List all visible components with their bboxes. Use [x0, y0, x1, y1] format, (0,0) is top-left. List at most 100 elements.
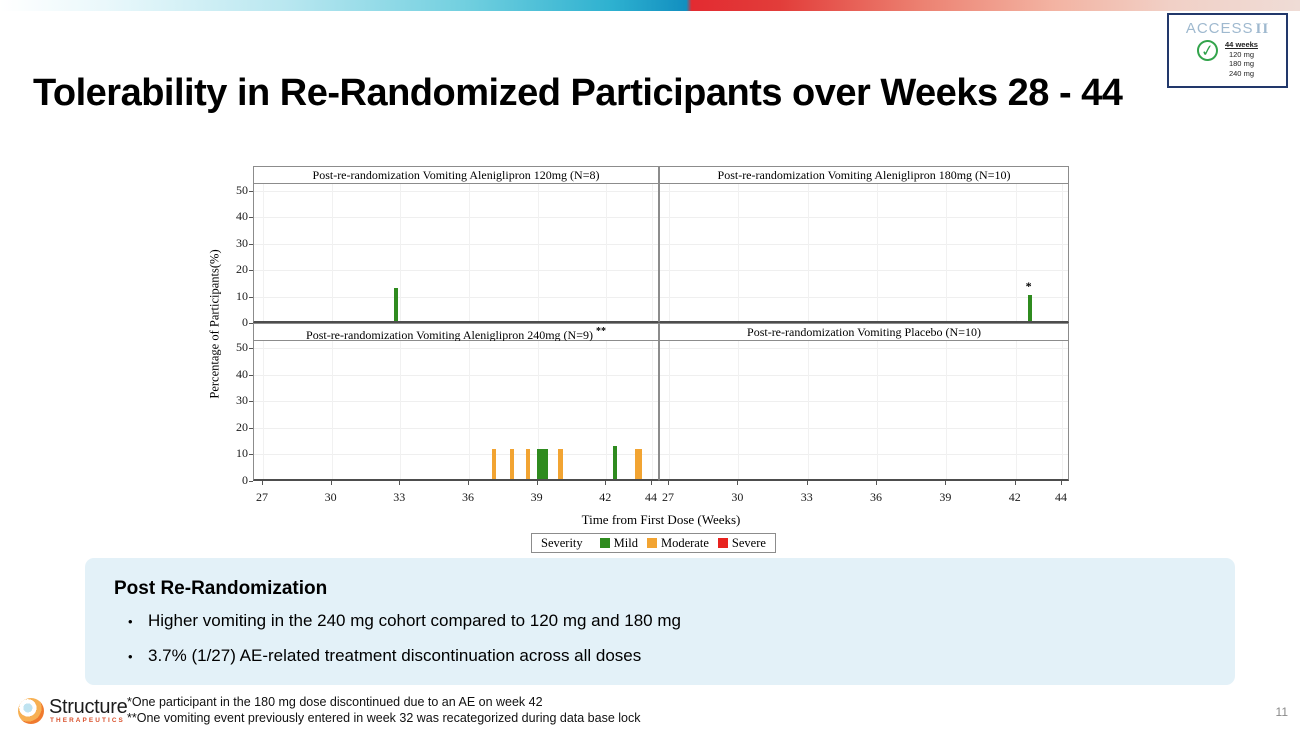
x-tick-mark	[262, 481, 263, 485]
bar-mild	[393, 288, 398, 321]
badge-dose-240: 240 mg	[1228, 68, 1254, 78]
h-gridline	[254, 427, 658, 429]
x-tick-label: 33	[393, 490, 406, 504]
legend-entry-moderate: Moderate	[646, 535, 709, 551]
v-gridline	[400, 341, 402, 479]
badge-dose-180: 180 mg	[1228, 59, 1254, 68]
asterisk-annotation: *	[1025, 278, 1032, 293]
x-tick-mark	[399, 481, 401, 485]
x-tick-label: 36	[870, 490, 883, 504]
panel-title: Post-re-randomization Vomiting Aleniglip…	[659, 166, 1069, 184]
callout-bullet-1-text: Higher vomiting in the 240 mg cohort com…	[148, 611, 681, 630]
bar-mild	[1027, 294, 1032, 321]
v-gridline	[537, 341, 539, 479]
access-roman-numeral: II	[1255, 21, 1270, 37]
h-gridline	[254, 270, 658, 272]
v-gridline	[537, 184, 539, 321]
h-gridline	[254, 217, 658, 219]
v-gridline	[468, 341, 470, 479]
y-tick-label: 20	[236, 419, 248, 434]
v-gridline	[652, 184, 653, 321]
v-gridline	[1062, 184, 1063, 321]
legend-entry-label: Severe	[731, 535, 766, 550]
bar-moderate	[634, 449, 642, 479]
bar-moderate	[558, 449, 563, 479]
callout-bullet-2: • 3.7% (1/27) AE-related treatment disco…	[128, 646, 641, 668]
x-tick-mark	[945, 481, 947, 485]
v-gridline	[738, 184, 740, 321]
y-tick-label: 10	[236, 446, 248, 461]
x-tick-mark	[1061, 481, 1062, 485]
y-tick-label: 30	[236, 235, 248, 250]
y-tick-mark	[249, 427, 253, 429]
panel-plot-area	[253, 341, 659, 481]
legend-entry-label: Mild	[613, 535, 638, 550]
y-tick-label: 0	[242, 473, 248, 487]
h-gridline	[254, 454, 658, 456]
h-gridline	[660, 401, 1068, 403]
h-gridline	[254, 374, 658, 376]
bullet-icon: •	[128, 649, 133, 664]
v-gridline	[606, 341, 608, 479]
badge-dose-list: 44 weeks 120 mg 180 mg 240 mg	[1225, 40, 1258, 78]
callout-bullet-1: • Higher vomiting in the 240 mg cohort c…	[128, 611, 681, 633]
footnotes: *One participant in the 180 mg dose disc…	[127, 694, 641, 726]
x-tick-mark	[651, 481, 652, 485]
bar-mild	[613, 445, 618, 479]
y-tick-label: 50	[236, 340, 248, 354]
y-tick-label: 10	[236, 288, 248, 303]
v-gridline	[1062, 341, 1063, 479]
legend-title: Severity	[541, 535, 583, 550]
h-gridline	[660, 348, 1068, 349]
h-gridline	[254, 191, 658, 192]
y-tick-mark	[249, 217, 253, 219]
v-gridline	[652, 341, 653, 479]
structure-logo-icon	[18, 698, 44, 724]
legend-entry-mild: Mild	[599, 535, 638, 551]
y-tick-mark	[249, 243, 253, 245]
page-number: 11	[1275, 705, 1288, 719]
bar-moderate	[526, 449, 531, 479]
x-tick-mark	[467, 481, 469, 485]
x-tick-mark	[737, 481, 739, 485]
structure-logo-subtext: THERAPEUTICS	[50, 717, 125, 724]
panel-plot-area: *	[659, 184, 1069, 323]
h-gridline	[660, 454, 1068, 456]
h-gridline	[254, 348, 658, 349]
y-tick-label: 0	[242, 315, 248, 329]
x-tick-label: 44	[1055, 490, 1067, 504]
y-tick-label: 50	[236, 183, 248, 197]
bar-moderate	[510, 449, 515, 479]
h-gridline	[254, 243, 658, 245]
x-tick-label: 42	[599, 490, 612, 504]
h-gridline	[254, 296, 658, 298]
v-gridline	[877, 341, 879, 479]
x-tick-mark	[536, 481, 538, 485]
h-gridline	[660, 427, 1068, 429]
legend-entry-label: Moderate	[660, 535, 709, 550]
x-tick-mark	[668, 481, 669, 485]
badge-duration: 44 weeks	[1225, 40, 1258, 49]
h-gridline	[660, 191, 1068, 192]
severity-legend: Severity Mild Moderate Severe	[531, 533, 776, 553]
h-gridline	[660, 217, 1068, 219]
structure-logo-name: Structure	[49, 696, 128, 718]
y-tick-mark	[249, 454, 253, 456]
callout-heading: Post Re-Randomization	[114, 578, 328, 599]
y-tick-mark	[249, 481, 253, 482]
v-gridline	[606, 184, 608, 321]
y-tick-mark	[249, 296, 253, 298]
legend-swatch-icon	[599, 538, 610, 548]
y-tick-mark	[249, 374, 253, 376]
v-gridline	[263, 341, 264, 479]
footnote-1: *One participant in the 180 mg dose disc…	[127, 695, 543, 709]
v-gridline	[877, 184, 879, 321]
h-gridline	[660, 296, 1068, 298]
v-gridline	[468, 184, 470, 321]
panel-plot-area	[253, 184, 659, 323]
v-gridline	[669, 341, 670, 479]
legend-entry-severe: Severe	[717, 535, 766, 551]
y-tick-mark	[249, 323, 253, 324]
x-tick-label: 30	[731, 490, 744, 504]
summary-callout-box: Post Re-Randomization • Higher vomiting …	[85, 558, 1235, 685]
